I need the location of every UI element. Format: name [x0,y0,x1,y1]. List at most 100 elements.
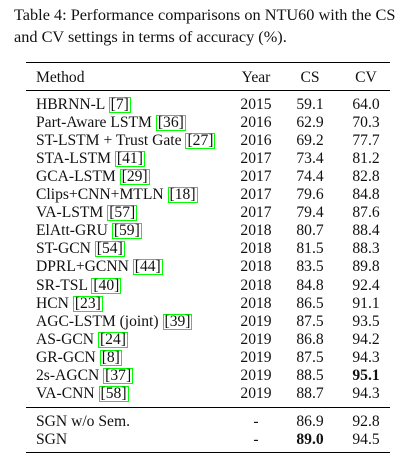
year-cell: 2018 [240,240,272,258]
citation-link[interactable]: [27] [185,132,216,150]
table-row: Clips+CNN+MTLN [18] 2017 79.6 84.8 [26,186,390,204]
cs-cell: 88.5 [296,366,324,384]
citation-link[interactable]: [37] [103,366,134,384]
cv-cell: 64.0 [352,96,380,113]
method-name: SR-TSL [36,276,88,294]
method-cell: ST-LSTM + Trust Gate [27] [36,132,216,150]
method-cell: Part-Aware LSTM [36] [36,114,186,132]
method-name: ElAtt-GRU [36,222,108,240]
cs-cell: 86.8 [296,330,324,348]
method-name: STA-LSTM [36,150,111,168]
table-row: GR-GCN [8] 2019 87.5 94.3 [26,349,390,367]
citation-link[interactable]: [24] [97,330,128,348]
year-cell: 2017 [240,186,272,204]
method-cell: DPRL+GCNN [44] [36,258,163,276]
cs-cell: 86.9 [296,413,324,430]
year-cell: 2017 [240,150,272,168]
citation-link[interactable]: [36] [155,114,186,132]
citation-link[interactable]: [18] [167,186,198,204]
table-row: ST-LSTM + Trust Gate [27] 2016 69.2 77.7 [26,132,390,150]
cs-cell: 69.2 [296,132,324,150]
citation-link[interactable]: [58] [98,384,129,402]
cv-cell: 92.8 [352,413,380,430]
cs-cell: 74.4 [296,168,324,186]
cv-cell: 92.4 [352,276,380,294]
cv-cell: 89.8 [352,258,380,276]
table-row: STA-LSTM [41] 2017 73.4 81.2 [26,150,390,168]
cv-cell: 94.2 [352,330,380,348]
year-cell: 2019 [240,348,272,366]
table-row: Part-Aware LSTM [36] 2016 62.9 70.3 [26,114,390,132]
method-cell: STA-LSTM [41] [36,150,145,168]
cv-cell: 81.2 [352,150,380,168]
cs-cell: 86.5 [296,294,324,312]
table-row-ours: SGN - 89.0 94.5 [26,431,390,449]
table-row: ElAtt-GRU [59] 2018 80.7 88.4 [26,222,390,240]
ours-divider-rule [26,407,390,408]
citation-link[interactable]: [54] [94,240,125,258]
table-row: AS-GCN [24] 2019 86.8 94.2 [26,331,390,349]
table-row: VA-LSTM [57] 2017 79.4 87.6 [26,204,390,222]
citation-link[interactable]: [23] [72,294,103,312]
table-row: GCA-LSTM [29] 2017 74.4 82.8 [26,168,390,186]
year-cell: 2015 [240,96,272,113]
table-row: HBRNN-L [7] 2015 59.1 64.0 [26,96,390,114]
table-caption: Table 4: Performance comparisons on NTU6… [14,5,396,46]
cv-cell: 93.5 [352,312,380,330]
year-cell: 2019 [240,366,272,384]
citation-link[interactable]: [39] [162,312,193,330]
method-cell: SGN w/o Sem. [36,413,131,430]
header-cs: CS [300,69,320,86]
method-cell: VA-LSTM [57] [36,204,138,222]
method-name: 2s-AGCN [36,366,100,384]
method-name: AGC-LSTM (joint) [36,312,159,330]
cv-cell: 87.6 [352,204,380,222]
top-rule [26,62,390,64]
table-row: HCN [23] 2018 86.5 91.1 [26,295,390,313]
citation-link[interactable]: [44] [132,258,163,276]
table-row: 2s-AGCN [37] 2019 88.5 95.1 [26,367,390,385]
header-cv: CV [355,69,377,86]
cv-cell: 95.1 [352,366,380,384]
method-cell: SR-TSL [40] [36,276,122,295]
table-row: VA-CNN [58] 2019 88.7 94.3 [26,385,390,403]
method-name: Part-Aware LSTM [36,114,152,132]
method-name: HCN [36,294,69,312]
cv-cell: 88.4 [352,222,380,240]
method-name: AS-GCN [36,330,95,348]
cv-cell: 88.3 [352,240,380,258]
cs-cell: 80.7 [296,222,324,240]
year-cell: 2018 [240,276,272,294]
method-cell: HBRNN-L [7] [36,96,131,114]
cv-cell: 84.8 [352,186,380,204]
method-name: GR-GCN [36,348,96,366]
table-row: AGC-LSTM (joint) [39] 2019 87.5 93.5 [26,313,390,331]
citation-link[interactable]: [29] [119,168,150,186]
citation-link[interactable]: [40] [91,276,122,294]
bottom-rule [26,452,390,454]
cv-cell: 91.1 [352,294,380,312]
year-cell: 2016 [240,114,272,132]
header-method: Method [36,69,85,86]
method-cell: GCA-LSTM [29] [36,168,150,186]
method-cell: GR-GCN [8] [36,349,122,367]
citation-link[interactable]: [7] [108,96,131,113]
citation-link[interactable]: [57] [107,204,138,222]
citation-link[interactable]: [8] [99,348,122,366]
method-cell: ElAtt-GRU [59] [36,222,142,240]
method-name: HBRNN-L [36,96,105,113]
header-rule [26,90,390,91]
year-cell: 2017 [240,168,272,186]
cv-cell: 82.8 [352,168,380,186]
table-row-ours: SGN w/o Sem. - 86.9 92.8 [26,413,390,431]
year-cell: 2016 [240,132,272,150]
method-name: VA-CNN [36,384,95,402]
cs-cell: 59.1 [296,96,324,113]
method-cell: Clips+CNN+MTLN [18] [36,186,198,204]
cs-cell: 87.5 [296,348,324,366]
citation-link[interactable]: [59] [111,222,142,240]
year-cell: 2019 [240,330,272,348]
citation-link[interactable]: [41] [114,150,145,168]
table-row: DPRL+GCNN [44] 2018 83.5 89.8 [26,258,390,276]
header-year: Year [241,69,271,86]
